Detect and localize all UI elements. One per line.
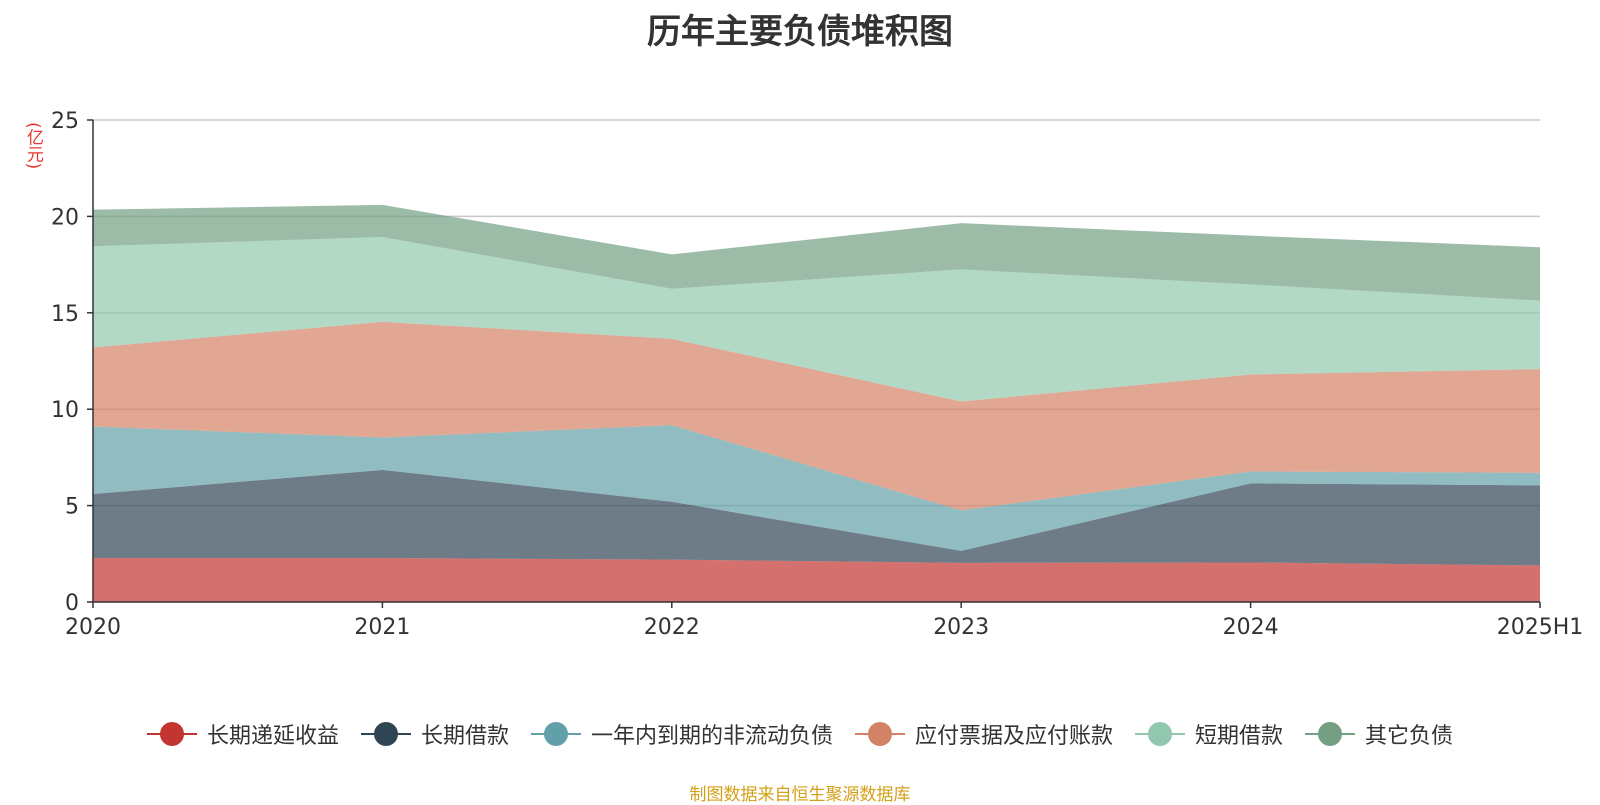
y-axis-unit-label: (亿元) (23, 122, 43, 170)
legend-marker-icon (1135, 722, 1186, 746)
source-note: 制图数据来自恒生聚源数据库 (689, 785, 911, 805)
area-series-1 (93, 469, 1540, 566)
legend-marker-icon (855, 722, 905, 746)
chart-title: 历年主要负债堆积图 (647, 12, 953, 52)
legend-marker-icon (530, 722, 581, 746)
tick-labels: 0 5 10 15 20 25 2020 2021 2022 2023 2024 2025H1 (51, 109, 1583, 640)
y-tick-label-0: 0 (65, 591, 79, 616)
legend-item-4[interactable]: 短期借款 (1135, 718, 1283, 750)
legend-item-2[interactable]: 一年内到期的非流动负债 (530, 718, 833, 750)
legend-item-1[interactable]: 长期借款 (360, 718, 509, 750)
y-tick-label-2: 10 (51, 398, 79, 423)
x-tick-label-1: 2021 (354, 615, 410, 640)
x-tick-label-5: 2025H1 (1497, 615, 1584, 640)
y-tick-label-4: 20 (51, 205, 79, 230)
legend-label: 一年内到期的非流动负债 (590, 724, 833, 749)
area-series-0 (93, 558, 1540, 602)
x-tick-label-4: 2024 (1223, 615, 1279, 640)
y-tick-label-1: 5 (65, 495, 79, 520)
x-tick-label-0: 2020 (65, 615, 121, 640)
y-tick-label-5: 25 (51, 109, 79, 134)
legend-marker-icon (360, 722, 411, 746)
legend-label: 短期借款 (1195, 724, 1284, 749)
legend-label: 长期借款 (420, 724, 509, 749)
legend-label: 长期递延收益 (206, 724, 339, 749)
legend-label: 应付票据及应付账款 (915, 724, 1114, 749)
axes (87, 119, 1541, 608)
legend-item-5[interactable]: 其它负债 (1305, 718, 1453, 750)
area-series-3 (93, 321, 1540, 511)
legend-marker-icon (1305, 722, 1356, 746)
stacked-area-chart: 0 5 10 15 20 25 2020 2021 2022 2023 2024 2025H1 (51, 109, 1583, 640)
legend: 长期递延收益 长期借款 一年内到期的非流动负债 应付票据及应付账款 短期借款 其它负债 (0, 718, 1600, 750)
area-series-2 (93, 425, 1540, 551)
legend-item-3[interactable]: 应付票据及应付账款 (855, 718, 1113, 750)
y-tick-label-3: 15 (51, 302, 79, 327)
area-series (93, 204, 1540, 602)
area-series-4 (93, 237, 1540, 402)
x-tick-label-2: 2022 (644, 615, 700, 640)
area-series-5 (93, 204, 1540, 301)
legend-item-0[interactable]: 长期递延收益 (146, 718, 339, 750)
legend-marker-icon (146, 722, 197, 746)
legend-label: 其它负债 (1365, 724, 1454, 749)
x-tick-label-3: 2023 (933, 615, 989, 640)
